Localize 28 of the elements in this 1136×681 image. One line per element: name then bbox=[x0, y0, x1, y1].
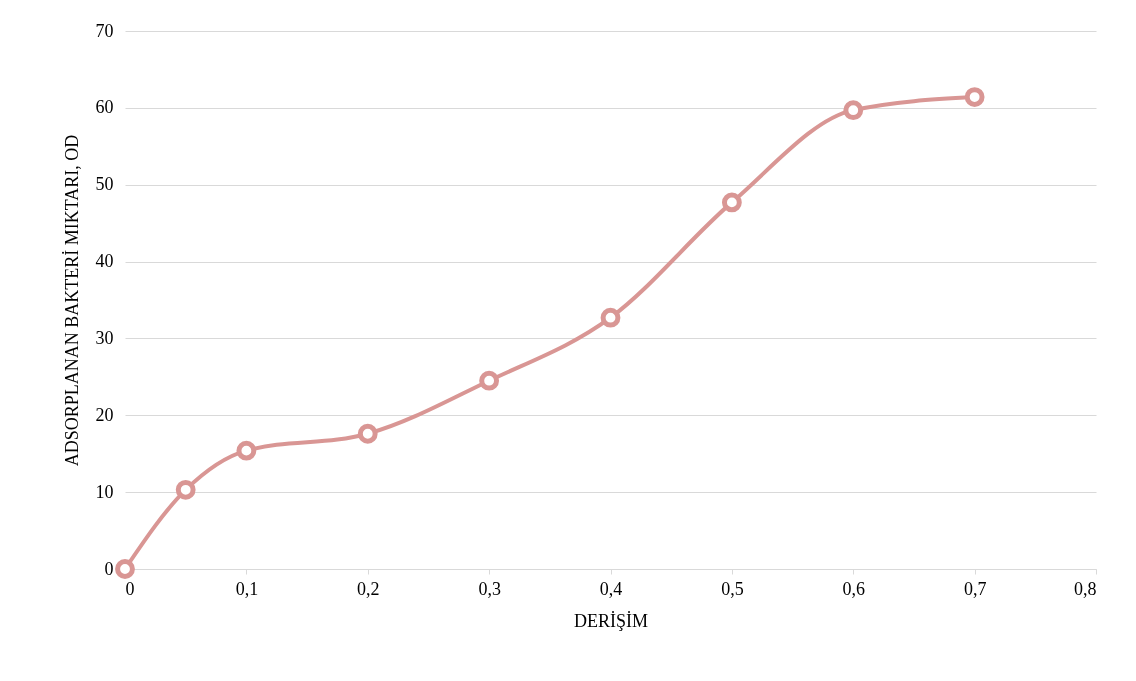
y-axis-title: ADSORPLANAN BAKTERİ MIKTARI, OD bbox=[61, 134, 82, 467]
y-tick-label: 60 bbox=[95, 97, 114, 118]
point bbox=[236, 440, 257, 461]
x-tick-label: 0,5 bbox=[721, 578, 744, 599]
x-tick-label: 0,4 bbox=[599, 578, 623, 599]
x-tick-label: 0,1 bbox=[235, 578, 259, 599]
x-tick-label: 0 bbox=[125, 578, 135, 599]
x-tick-label: 0,3 bbox=[478, 578, 501, 599]
point bbox=[115, 559, 135, 579]
point bbox=[479, 370, 500, 391]
y-tick-label: 50 bbox=[95, 174, 114, 195]
point bbox=[721, 192, 742, 213]
y-tick-label: 70 bbox=[95, 20, 114, 41]
x-tick-label: 0,7 bbox=[963, 578, 987, 599]
point bbox=[357, 423, 378, 444]
x-axis-title: DERİŞİM bbox=[573, 610, 649, 631]
point bbox=[843, 100, 864, 121]
x-tick-label: 0,8 bbox=[1074, 578, 1097, 599]
x-tick-label: 0,6 bbox=[842, 578, 865, 599]
y-tick-label: 10 bbox=[95, 481, 114, 502]
point bbox=[175, 479, 196, 500]
y-tick-label: 30 bbox=[95, 327, 114, 348]
point bbox=[600, 307, 621, 328]
y-tick-label: 40 bbox=[95, 251, 114, 272]
y-tick-label: 20 bbox=[95, 404, 114, 425]
x-tick-label: 0,2 bbox=[357, 578, 380, 599]
point bbox=[964, 87, 985, 107]
y-tick-label: 0 bbox=[104, 558, 114, 579]
